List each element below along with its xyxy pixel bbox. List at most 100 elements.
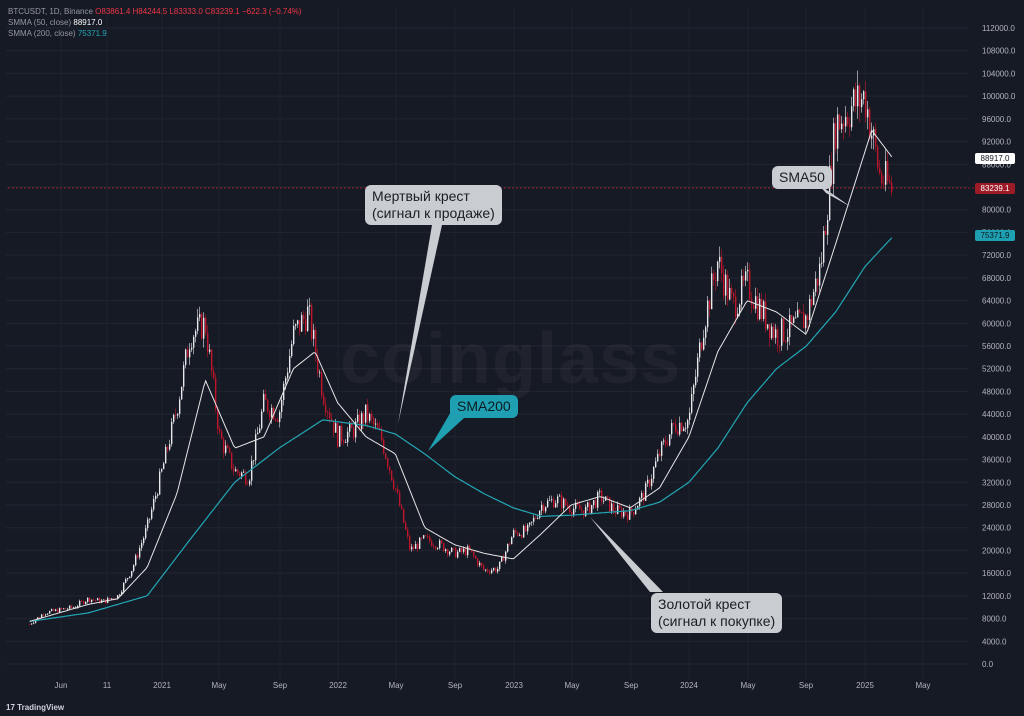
y-tick-label: 92000.0 <box>982 138 1011 147</box>
candle-body <box>866 109 869 118</box>
candle-body <box>284 377 287 384</box>
candle-body <box>168 444 171 450</box>
candle-body <box>742 275 745 281</box>
candle-body <box>456 551 459 558</box>
chart-legend: BTCUSDT, 1D, Binance O83861.4 H84244.5 L… <box>8 6 302 39</box>
candle-body <box>660 441 663 456</box>
candle-body <box>654 461 657 468</box>
candle-body <box>196 317 199 331</box>
candle-body <box>804 315 807 329</box>
candle-body <box>360 413 363 430</box>
candle-body <box>458 548 461 552</box>
candle-body <box>822 230 825 263</box>
candle-body <box>338 425 341 447</box>
candle-body <box>844 116 847 127</box>
candle-body <box>486 569 489 572</box>
candle-body <box>446 549 449 555</box>
candle-body <box>348 422 351 432</box>
candle-body <box>678 422 681 435</box>
candle-body <box>784 341 787 343</box>
sma200-legend-value: 75371.9 <box>77 29 107 38</box>
candle-body <box>160 469 163 472</box>
candle-body <box>390 470 393 481</box>
candle-body <box>256 432 259 435</box>
candle-body <box>48 611 51 614</box>
candle-body <box>112 598 115 600</box>
candle-body <box>148 518 151 520</box>
candle-body <box>450 547 453 552</box>
candle-body <box>808 298 811 321</box>
candle-body <box>612 503 615 512</box>
candle-body <box>786 337 789 342</box>
candle-body <box>544 507 547 512</box>
candle-body <box>268 411 271 418</box>
y-tick-label: 20000.0 <box>982 546 1011 555</box>
candle-body <box>384 453 387 459</box>
candle-body <box>684 427 687 429</box>
candle-body <box>320 372 323 396</box>
candle-body <box>882 183 885 185</box>
sma50-callout: SMA50 <box>772 166 832 189</box>
candle-body <box>254 434 257 461</box>
candle-body <box>430 541 433 547</box>
candle-body <box>462 548 465 552</box>
y-tick-label: 28000.0 <box>982 501 1011 510</box>
candle-body <box>550 499 553 501</box>
candle-body <box>202 317 205 339</box>
candle-body <box>226 445 229 449</box>
sma50-pointer <box>817 183 851 207</box>
candle-body <box>332 421 335 433</box>
candle-body <box>78 601 81 607</box>
y-tick-label: 60000.0 <box>982 319 1011 328</box>
y-tick-label: 112000.0 <box>982 24 1015 33</box>
candle-body <box>344 442 347 444</box>
candle-body <box>662 440 665 442</box>
candle-body <box>686 419 689 428</box>
candle-body <box>516 532 519 536</box>
candle-body <box>762 301 765 319</box>
candle-body <box>398 492 401 506</box>
candle-body <box>834 123 837 149</box>
y-tick-label: 108000.0 <box>982 47 1016 56</box>
candle-body <box>570 512 573 515</box>
candle-body <box>194 330 197 337</box>
candle-body <box>454 548 457 558</box>
candle-body <box>140 543 143 549</box>
candle-body <box>624 511 627 515</box>
sma200-price-tag: 75371.9 <box>975 230 1015 241</box>
candle-body <box>522 525 525 538</box>
candle-body <box>572 508 575 515</box>
candle-body <box>224 445 227 453</box>
x-tick-label: 2021 <box>153 681 171 690</box>
sma50-price-tag: 88917.0 <box>975 153 1015 164</box>
candle-body <box>590 504 593 514</box>
y-tick-label: 36000.0 <box>982 456 1011 465</box>
candle-body <box>126 578 129 580</box>
candle-body <box>236 469 239 473</box>
candle-body <box>342 440 345 443</box>
candle-body <box>840 123 843 130</box>
x-tick-label: Jun <box>55 681 68 690</box>
candle-body <box>722 273 725 296</box>
candle-body <box>554 503 557 508</box>
death-cross-title: Мертвый крест <box>372 188 470 204</box>
candle-body <box>758 298 761 320</box>
candle-body <box>832 123 835 184</box>
golden-cross-title: Золотой крест <box>658 596 751 612</box>
y-tick-label: 88000.0 <box>982 160 1011 169</box>
candle-body <box>102 599 105 601</box>
candle-body <box>508 543 511 545</box>
candle-body <box>524 525 527 532</box>
candle-body <box>252 460 255 462</box>
candle-body <box>368 413 371 421</box>
candle-body <box>884 161 887 185</box>
candle-body <box>664 440 667 445</box>
candle-body <box>232 468 235 472</box>
candle-body <box>308 305 311 307</box>
candle-body <box>54 609 57 611</box>
candle-body <box>312 329 315 339</box>
candle-body <box>428 536 431 542</box>
candle-body <box>324 404 327 413</box>
candle-body <box>548 499 551 501</box>
